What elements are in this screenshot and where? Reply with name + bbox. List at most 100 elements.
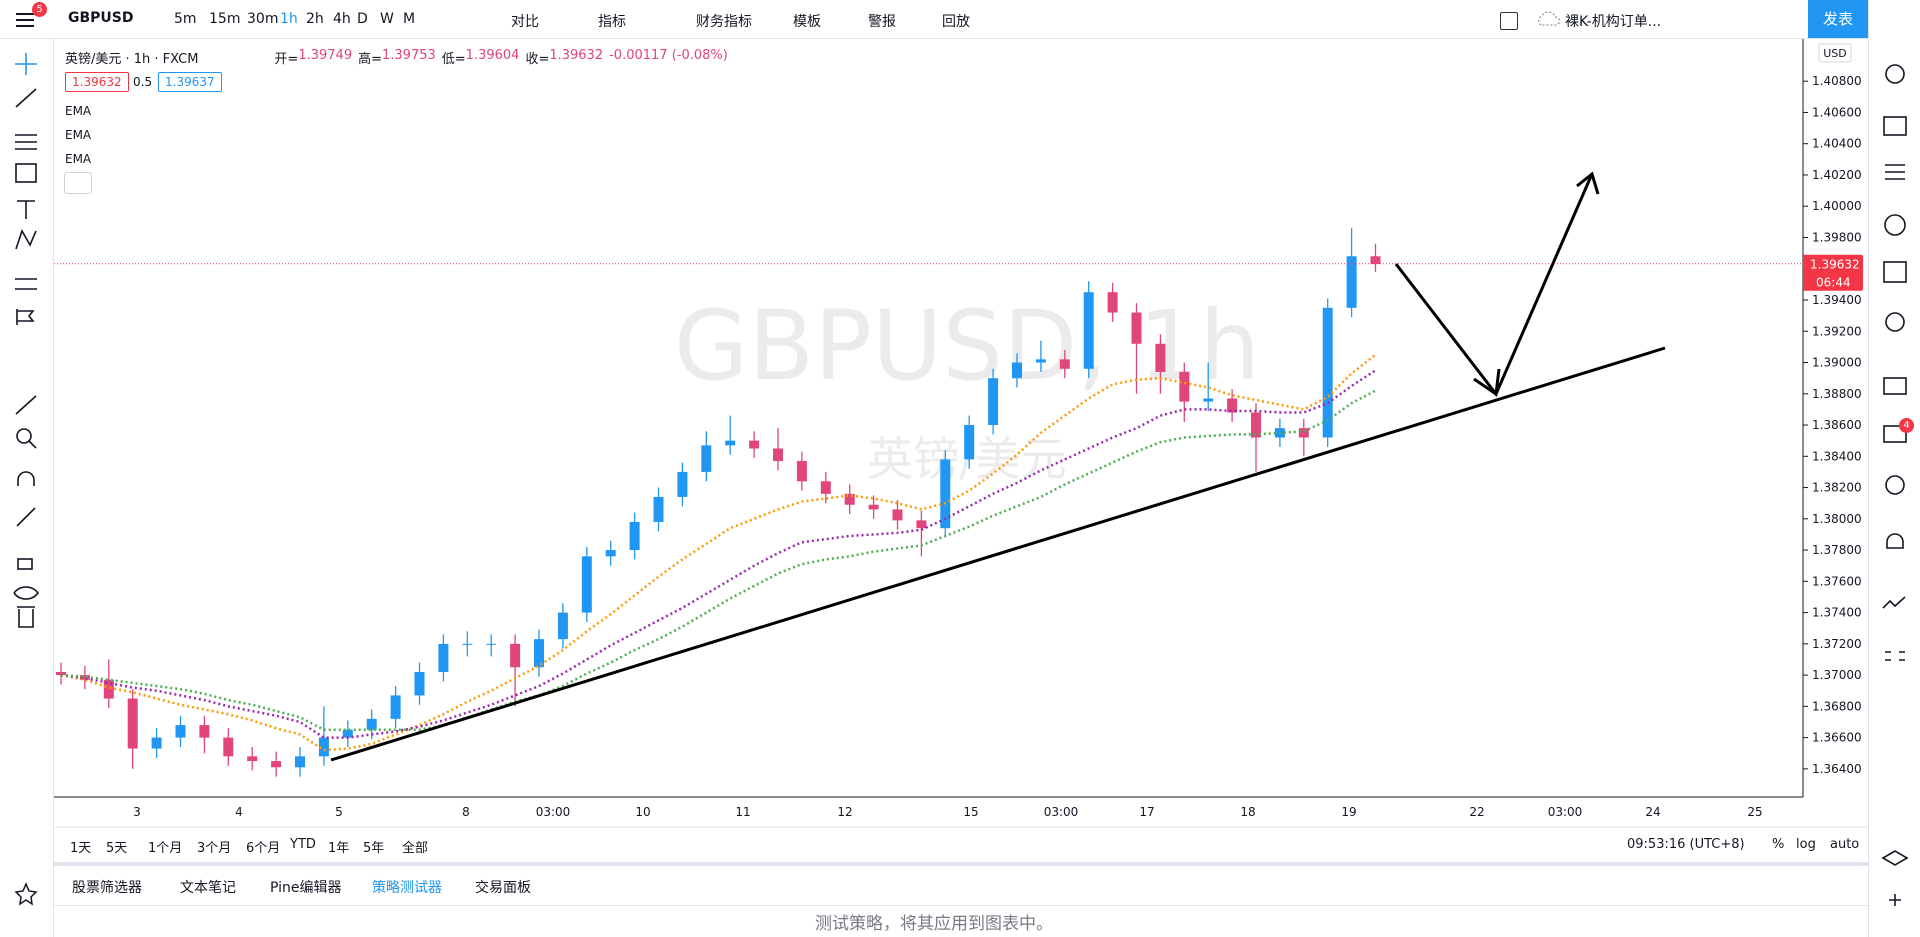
indicator-name[interactable]: EMA	[65, 104, 92, 118]
candle-body	[796, 460, 807, 482]
legend-change: -0.00117 (-0.08%)	[609, 48, 728, 63]
range-button[interactable]: 1个月	[148, 841, 183, 856]
interval-button[interactable]: 1h	[280, 11, 298, 27]
y-tick-label: 1.40800	[1812, 74, 1862, 88]
candle-body	[318, 737, 329, 757]
menu-icon[interactable]	[14, 9, 36, 29]
range-button[interactable]: 5天	[106, 841, 128, 856]
layout-name[interactable]: 裸K-机构订单...	[1565, 14, 1662, 30]
candle-body	[342, 729, 353, 738]
clock: 09:53:16 (UTC+8)	[1627, 837, 1745, 852]
candle-body	[773, 448, 783, 461]
range-button[interactable]: 全部	[402, 841, 429, 856]
ohlc-value: 1.39632	[549, 48, 604, 63]
watermark-symbol: GBPUSD, 1h	[674, 290, 1260, 402]
interval-button[interactable]: 2h	[306, 11, 324, 27]
trend-line	[330, 346, 1666, 762]
y-tick-label: 1.40400	[1812, 137, 1862, 151]
favorites-icon[interactable]	[14, 882, 38, 906]
menu-badge: 5	[32, 2, 47, 17]
right-icons[interactable]	[1869, 0, 1920, 937]
publish-button[interactable]: 发表	[1808, 0, 1868, 38]
scale-option[interactable]: %	[1772, 837, 1785, 852]
interval-button[interactable]: 4h	[333, 11, 351, 27]
right-toolbar: 4	[1868, 0, 1920, 937]
candle-body	[1083, 292, 1094, 369]
toolbar-button[interactable]: 警报	[868, 14, 896, 30]
panel-tab[interactable]: 文本笔记	[180, 880, 236, 896]
symbol[interactable]: GBPUSD	[68, 10, 134, 26]
range-button[interactable]: 1年	[328, 841, 350, 856]
panel-tab[interactable]: 交易面板	[475, 880, 531, 896]
candle-body	[486, 643, 497, 645]
candle-body	[629, 521, 640, 551]
spread: 0.5	[133, 75, 153, 89]
indicator-name[interactable]: EMA	[65, 128, 92, 142]
range-button[interactable]: 5年	[363, 841, 385, 856]
x-tick-label: 03:00	[1548, 805, 1583, 819]
scale-option[interactable]: log	[1796, 837, 1816, 852]
candle-body	[1179, 371, 1190, 402]
x-tick-label: 17	[1139, 805, 1154, 819]
candle-body	[557, 612, 568, 640]
panel-tab[interactable]: 策略测试器	[372, 880, 442, 896]
indicator-name[interactable]: EMA	[65, 152, 92, 166]
candle-body	[127, 698, 138, 749]
candle-body	[199, 725, 210, 738]
range-button[interactable]: YTD	[290, 837, 316, 852]
toolbar-button[interactable]: 回放	[942, 14, 970, 30]
interval-button[interactable]: 30m	[247, 11, 279, 27]
panel-separator	[54, 862, 1868, 866]
y-tick-label: 1.40200	[1812, 168, 1862, 182]
top-toolbar: 5 GBPUSD 发表 5m 15m 30m 1h 2h 4h D W M 对比 指标 财务指标 模板 警…	[0, 0, 1920, 39]
range-button[interactable]: 3个月	[197, 841, 232, 856]
interval-button[interactable]: D	[357, 11, 368, 27]
ohlc-label: 开=	[274, 52, 299, 67]
x-tick-label: 12	[837, 805, 852, 819]
toolbar-button[interactable]: 指标	[598, 14, 626, 30]
y-tick-label: 1.38800	[1812, 387, 1862, 401]
scale-option[interactable]: auto	[1830, 837, 1860, 852]
range-button[interactable]: 6个月	[246, 841, 281, 856]
panel-tab[interactable]: 股票筛选器	[72, 880, 142, 896]
candle-body	[701, 445, 712, 472]
cloud-icon	[1538, 11, 1560, 26]
toolbar-button[interactable]: 财务指标	[696, 14, 752, 30]
left-toolbar	[0, 39, 54, 937]
x-tick-label: 22	[1469, 805, 1484, 819]
candle-body	[581, 556, 592, 613]
y-tick-label: 1.36800	[1812, 699, 1862, 713]
toolbar-button[interactable]: 模板	[793, 14, 821, 30]
drawing-tools[interactable]	[0, 39, 53, 639]
toolbar-button[interactable]: 对比	[511, 14, 539, 30]
y-tick-label: 1.40000	[1812, 199, 1862, 213]
y-tick-label: 1.37000	[1812, 668, 1862, 682]
chat-badge: 4	[1899, 418, 1914, 433]
x-tick-label: 10	[635, 805, 650, 819]
ohlc-value: 1.39749	[298, 48, 353, 63]
range-button[interactable]: 1天	[70, 841, 92, 856]
collapse-button[interactable]	[64, 172, 92, 194]
interval-button[interactable]: 5m	[174, 11, 197, 27]
candle-body	[1131, 312, 1142, 344]
candle-body	[988, 378, 999, 426]
interval-button[interactable]: W	[380, 11, 394, 27]
y-tick-label: 1.37800	[1812, 543, 1862, 557]
candle-body	[295, 756, 305, 768]
panel-tab[interactable]: Pine编辑器	[270, 880, 342, 896]
x-tick-label: 11	[735, 805, 750, 819]
checkbox-icon[interactable]	[1500, 12, 1518, 30]
candle-body	[1035, 359, 1046, 363]
candle-body	[1322, 307, 1333, 438]
y-tick-label: 1.36600	[1812, 731, 1862, 745]
y-tick-label: 1.39400	[1812, 293, 1862, 307]
interval-button[interactable]: M	[403, 11, 416, 27]
forecast-arrow	[1394, 173, 1594, 397]
ask-box[interactable]: 1.39637	[158, 72, 222, 92]
ohlc-value: 1.39604	[465, 48, 520, 63]
interval-button[interactable]: 15m	[209, 11, 241, 27]
candle-body	[1346, 256, 1357, 308]
bid-box[interactable]: 1.39632	[65, 72, 129, 92]
ema-line	[60, 389, 1377, 732]
countdown: 06:44	[1816, 276, 1851, 290]
